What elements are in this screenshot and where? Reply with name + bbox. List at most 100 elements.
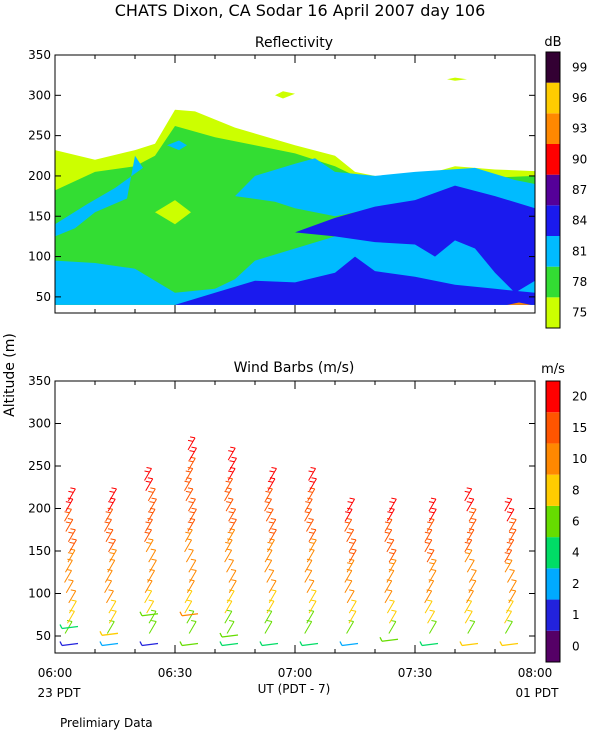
wind-barb	[347, 498, 355, 512]
wind-barb	[108, 539, 116, 553]
wind-barb-feather	[391, 558, 397, 561]
wind-barb-low	[101, 642, 119, 647]
wind-barb	[304, 621, 313, 634]
wind-barb-feather	[185, 490, 192, 493]
wind-barb-feather	[104, 521, 110, 524]
wind-barb	[348, 611, 357, 624]
colorbar-cell	[546, 144, 560, 175]
wind-barb-feather	[266, 620, 273, 622]
wind-barb	[468, 509, 477, 522]
wind-barb-feather	[268, 507, 274, 510]
wind-barb-feather	[389, 552, 395, 555]
wind-barb-feather	[426, 538, 432, 541]
wind-barb	[264, 498, 272, 512]
wind-barb	[68, 600, 77, 614]
wind-barb-feather	[424, 541, 430, 544]
wind-barb-feather	[429, 609, 435, 612]
wind-barb	[144, 590, 153, 604]
wind-barb-feather	[108, 501, 114, 504]
wind-barb-low-feather	[99, 641, 103, 646]
reflectivity-field	[55, 77, 535, 305]
wind-barb-feather	[311, 589, 317, 592]
wind-barb-feather	[70, 487, 76, 490]
wind-barb-feather	[266, 511, 272, 514]
wind-barb	[428, 560, 437, 573]
wind-barb	[65, 519, 74, 532]
reflectivity-x-axis	[54, 55, 536, 313]
wind-barb-low-feather	[339, 641, 343, 646]
wind-barb	[468, 519, 477, 532]
wind-barb-feather	[348, 528, 354, 531]
wind-barb-feather	[270, 518, 276, 520]
wind-barb	[427, 611, 435, 624]
wind-barb-low-feather	[499, 641, 503, 646]
wind-barb	[267, 539, 275, 553]
wind-barb-feather	[347, 507, 353, 510]
wind-barb-feather	[348, 541, 355, 544]
wind-barb-low	[421, 642, 439, 647]
reflectivity-colorbar-unit: dB	[544, 35, 561, 50]
wind-barb	[186, 580, 195, 593]
wind-barb-feather	[111, 609, 117, 612]
wind-barb-feather	[188, 609, 194, 612]
wind-x-axis: 06:00 06:30 07:00 07:30 08:00	[38, 381, 552, 680]
wind-barb-feather	[426, 589, 432, 592]
wind-barb	[187, 437, 196, 451]
wind-barb	[428, 509, 437, 522]
wind-barb-feather	[266, 609, 272, 612]
reflectivity-island-0	[155, 200, 191, 225]
wind-barb	[384, 519, 393, 532]
wind-barb-feather	[428, 501, 435, 504]
wind-barb-feather	[468, 528, 475, 531]
wind-barb	[224, 549, 233, 563]
wind-barb	[69, 539, 77, 553]
wind-barb	[144, 529, 152, 542]
wind-barb	[228, 509, 237, 522]
y-axis-label: Altitude (m)	[2, 333, 18, 417]
wind-barb-low	[61, 625, 79, 630]
wind-barb-feather	[306, 620, 312, 622]
wind-barb	[388, 611, 397, 624]
wind-barb-feather	[504, 562, 511, 565]
wind-barb-feather	[268, 569, 274, 571]
colorbar-tick-label: 0	[572, 639, 580, 653]
wind-barb	[307, 488, 316, 502]
colorbar-cell	[546, 82, 560, 114]
wind-barb-feather	[464, 541, 470, 544]
wind-barb-feather	[384, 531, 390, 534]
colorbar-cell	[546, 381, 560, 413]
wind-barb	[506, 509, 515, 522]
y-tick-label: 150	[28, 544, 51, 558]
wind-barb-feather	[506, 558, 513, 561]
wind-barb	[268, 580, 277, 593]
wind-barb-feather	[228, 620, 235, 622]
wind-barb	[64, 570, 72, 583]
wind-barb	[186, 611, 195, 624]
wind-barb-low-feather	[139, 641, 143, 646]
wind-barb-feather	[225, 480, 231, 483]
reflectivity-contour-93-0	[507, 302, 531, 305]
wind-barb	[464, 611, 473, 624]
colorbar-tick-label: 15	[572, 421, 587, 435]
wind-barb	[506, 539, 515, 553]
colorbar-cell	[546, 443, 560, 475]
wind-barb-feather	[346, 531, 352, 534]
y-tick-label: 250	[28, 129, 51, 143]
wind-barb	[265, 509, 274, 522]
wind-barb-feather	[506, 497, 512, 500]
wind-barb-feather	[69, 609, 75, 612]
x-tick-label: 07:30	[398, 666, 433, 680]
wind-barb-feather	[146, 541, 152, 544]
wind-barb-feather	[267, 541, 273, 544]
wind-barb-feather	[68, 531, 74, 534]
wind-barb	[224, 600, 233, 614]
y-tick-label: 300	[28, 417, 51, 431]
wind-barb-feather	[266, 558, 272, 561]
wind-barb	[466, 560, 475, 573]
wind-barb-feather	[391, 609, 397, 612]
wind-barb-feather	[344, 521, 350, 524]
wind-barb-feather	[391, 548, 397, 551]
wind-barb-feather	[144, 470, 150, 473]
